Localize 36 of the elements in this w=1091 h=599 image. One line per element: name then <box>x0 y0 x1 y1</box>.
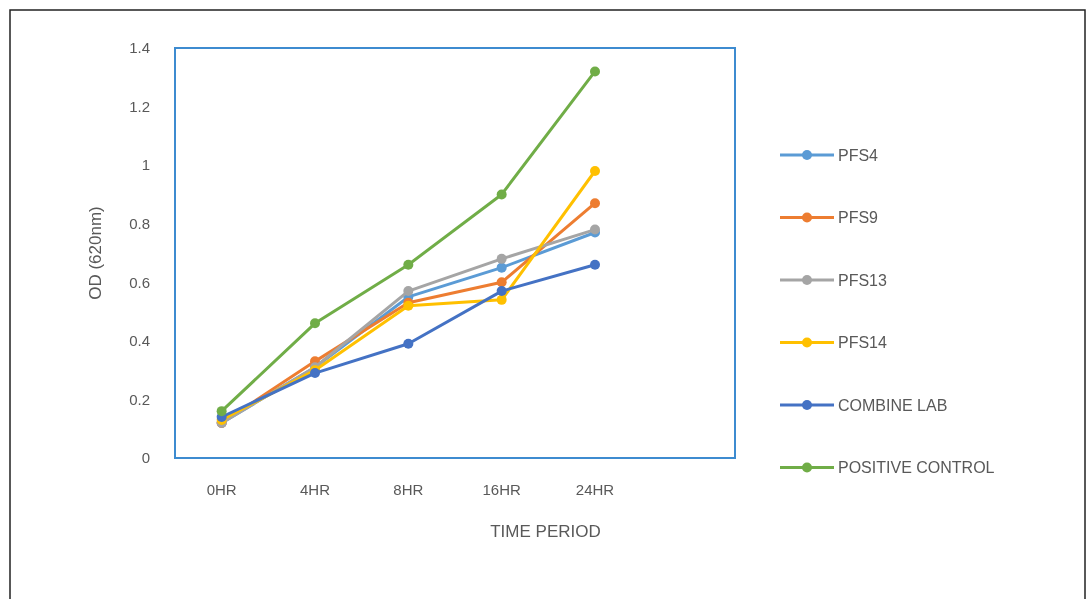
y-tick-label: 0.4 <box>129 332 150 350</box>
legend-label: PFS14 <box>838 334 888 352</box>
x-tick-label: 0HR <box>206 481 237 498</box>
point <box>496 253 507 264</box>
y-tick-label: 0.2 <box>129 390 150 408</box>
point <box>590 198 600 209</box>
y-tick-label: 1.2 <box>129 97 150 115</box>
legend-label: PFS4 <box>838 146 879 164</box>
y-axis-title: OD (620nm) <box>86 206 105 300</box>
point <box>496 277 507 288</box>
point <box>496 262 507 273</box>
point <box>403 286 414 297</box>
point <box>590 259 600 270</box>
legend-label: PFS9 <box>838 209 879 227</box>
point <box>403 338 414 349</box>
legend-label: PFS13 <box>838 271 888 289</box>
x-tick-label: 4HR <box>299 481 331 498</box>
point <box>496 189 507 200</box>
point <box>496 286 507 297</box>
y-tick-label: 1.4 <box>129 39 150 57</box>
legend-label: POSITIVE CONTROL <box>838 459 995 477</box>
point <box>590 166 600 176</box>
point <box>590 66 600 77</box>
point <box>403 259 414 270</box>
point <box>216 406 227 417</box>
legend-label: COMBINE LAB <box>838 396 948 414</box>
y-tick-label: 1 <box>141 156 150 174</box>
x-tick-label: 24HR <box>575 481 615 498</box>
y-tick-label: 0.8 <box>129 214 150 232</box>
x-tick-label: 8HR <box>393 481 424 498</box>
y-tick-label: 0.6 <box>129 273 150 291</box>
point <box>496 294 507 305</box>
x-tick-label: 16HR <box>482 481 521 498</box>
point <box>310 318 320 329</box>
x-axis-title: TIME PERIOD <box>490 522 601 541</box>
y-tick-label: 0 <box>141 449 150 467</box>
